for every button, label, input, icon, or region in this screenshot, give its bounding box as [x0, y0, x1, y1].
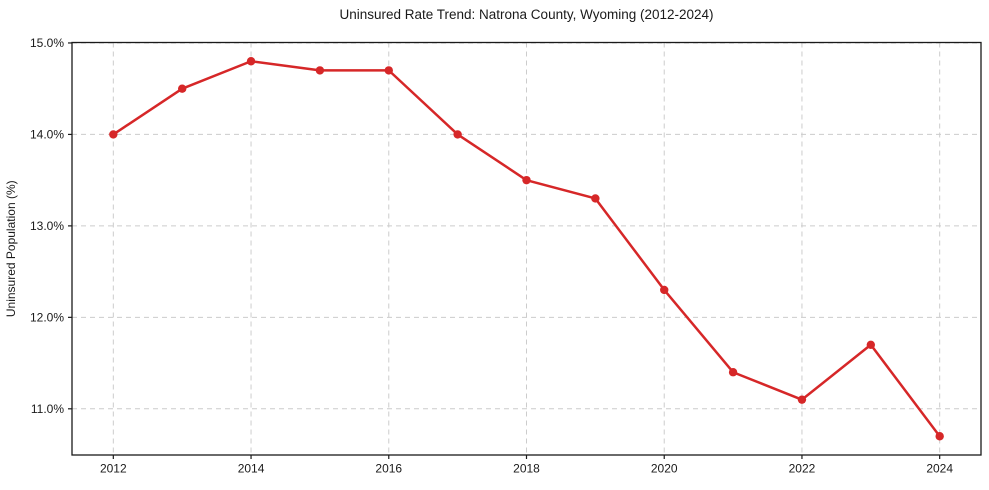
grid-layer	[72, 42, 981, 455]
data-point	[522, 175, 531, 185]
data-point	[797, 395, 807, 404]
x-tick-label: 2020	[651, 462, 678, 476]
x-tick-label: 2012	[100, 462, 127, 476]
data-point	[866, 340, 876, 349]
data-point	[177, 84, 187, 93]
data-point	[315, 66, 325, 75]
x-tick-label: 2022	[789, 462, 816, 476]
data-point	[453, 130, 462, 139]
data-point	[384, 66, 393, 75]
y-tick-label: 14.0%	[30, 128, 64, 142]
y-tick-label: 15.0%	[30, 36, 64, 50]
y-tick-label: 11.0%	[31, 402, 64, 416]
data-point	[246, 57, 256, 66]
y-tick-label: 13.0%	[30, 219, 64, 233]
data-layer	[109, 57, 944, 441]
x-tick-label: 2016	[375, 462, 402, 476]
plot-border	[71, 41, 982, 456]
x-tick-label: 2024	[926, 462, 953, 476]
x-tick-label: 2018	[513, 462, 540, 476]
y-tick-label: 12.0%	[30, 311, 64, 325]
chart-title: Uninsured Rate Trend: Natrona County, Wy…	[339, 7, 713, 22]
y-axis-label: Uninsured Population (%)	[4, 180, 18, 317]
data-point	[591, 194, 600, 203]
data-point	[728, 368, 738, 377]
data-point	[935, 432, 944, 441]
data-point	[660, 285, 669, 295]
axis-layer: 2012 2014 2016 2018 2020 2022 2024 11.0% 12.0% 13…	[30, 36, 953, 475]
data-point	[109, 130, 118, 139]
x-tick-label: 2014	[238, 462, 265, 476]
